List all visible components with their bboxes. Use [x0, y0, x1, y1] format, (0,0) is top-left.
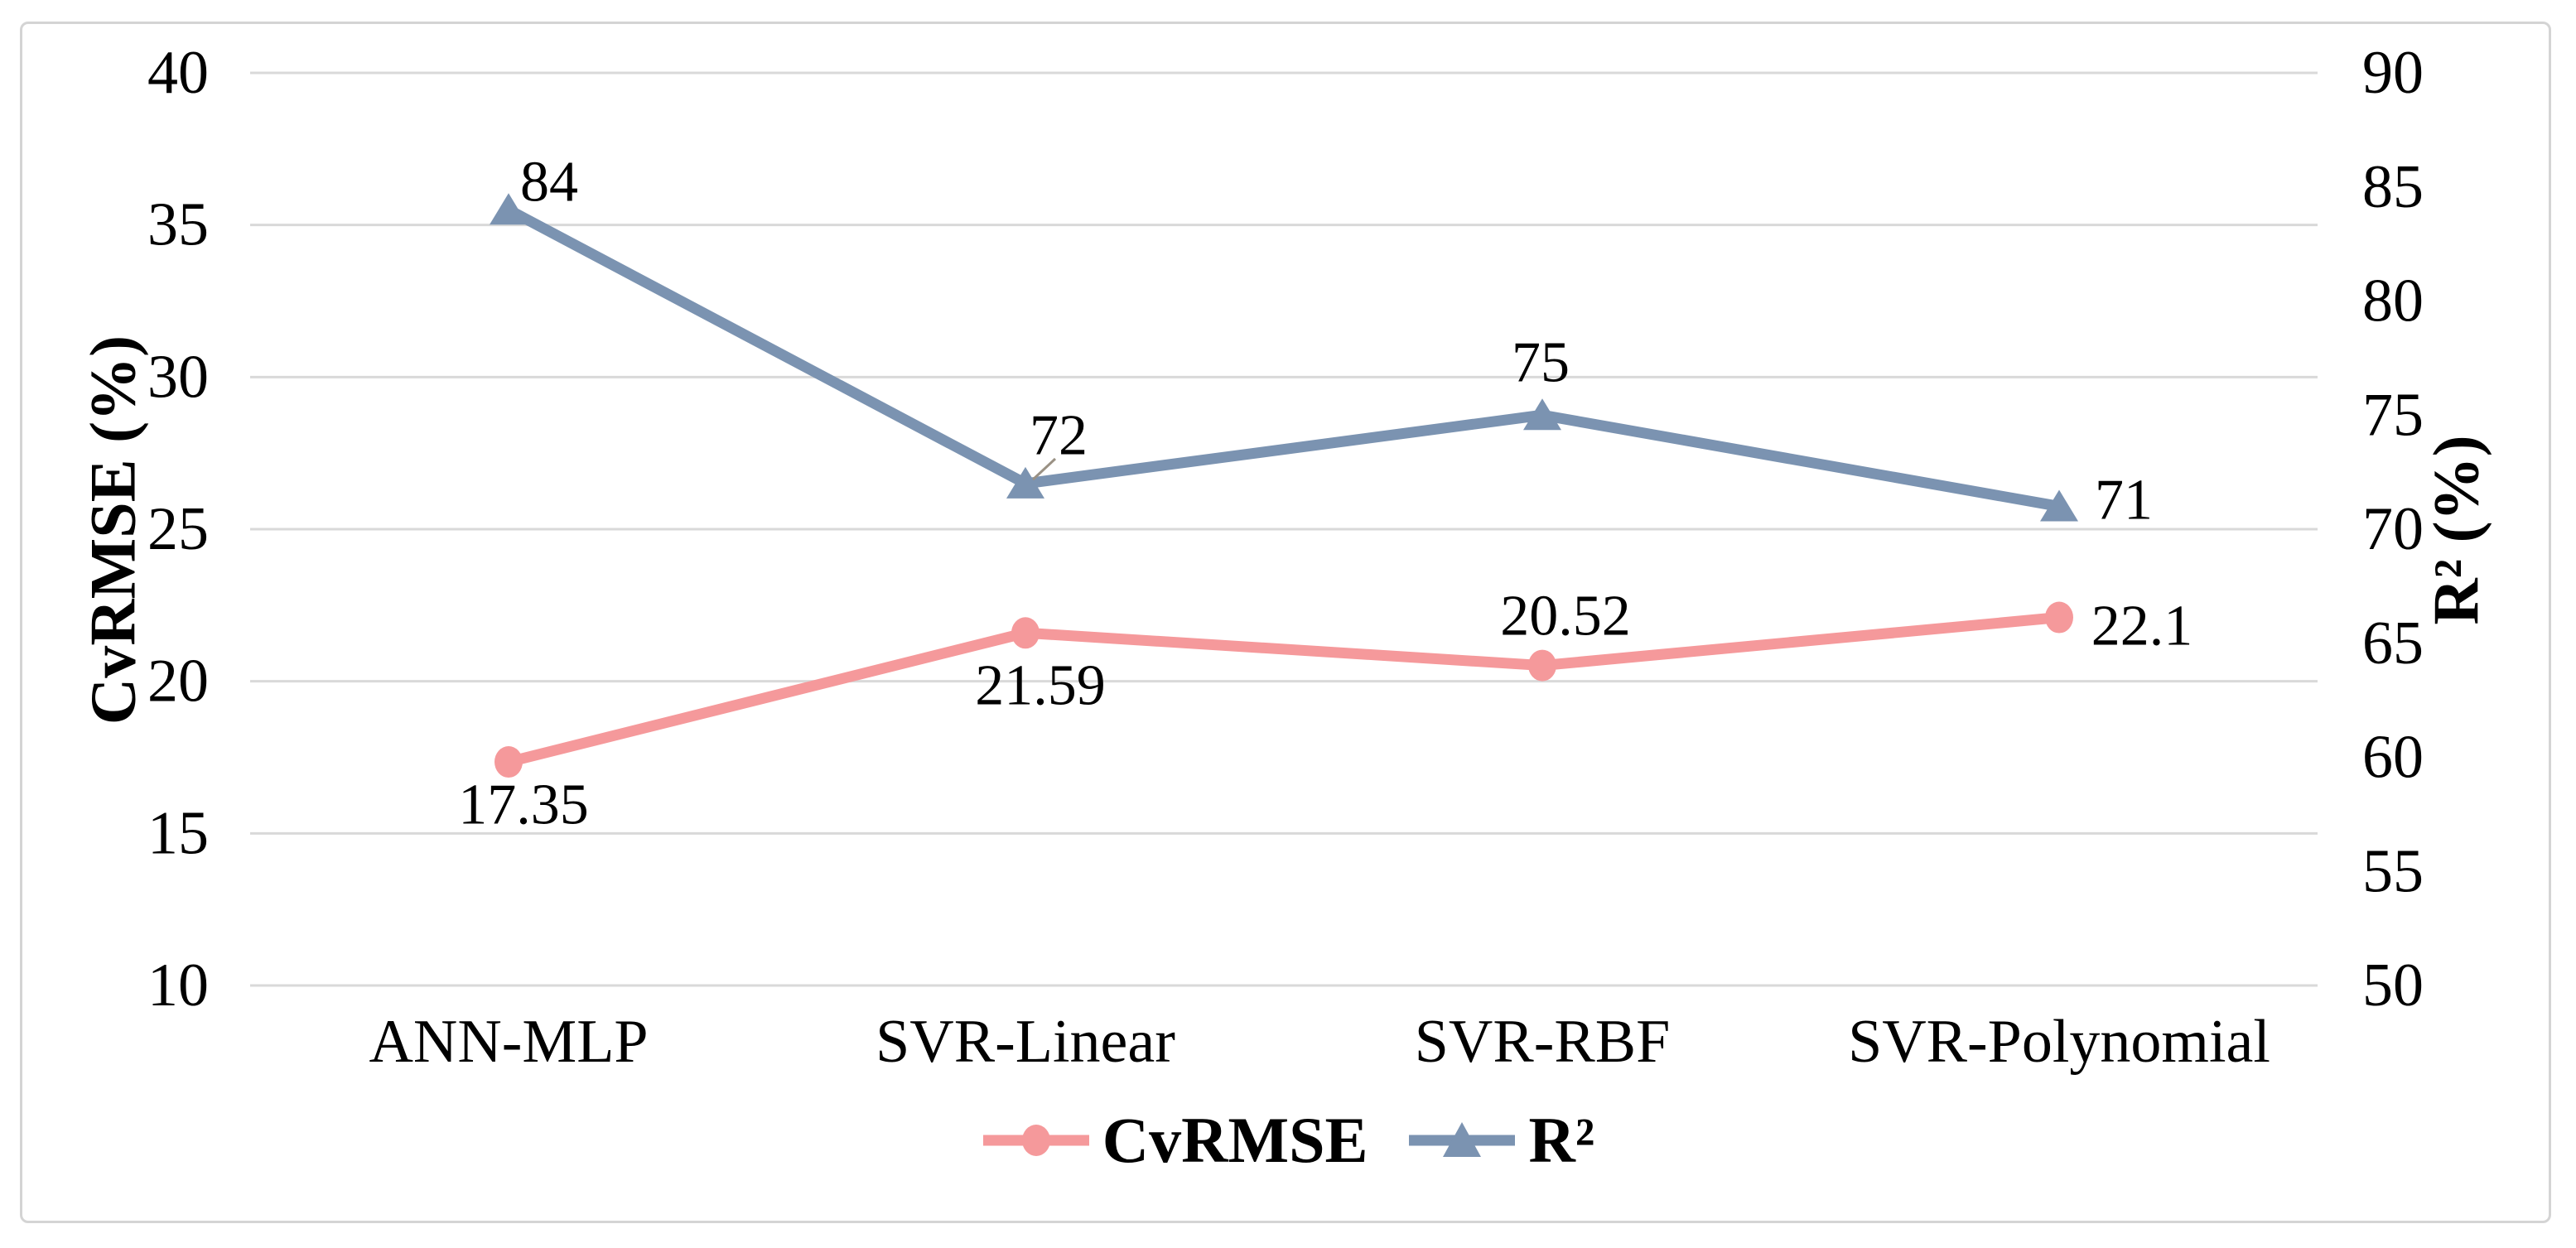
data-label: 20.52	[1500, 585, 1631, 648]
cvrmse-circle-marker	[1528, 649, 1556, 682]
x-category-label: SVR-RBF	[1415, 1008, 1670, 1076]
cvrmse-line-circle-marker-icon	[982, 1125, 1089, 1156]
right-axis-tick-label: 90	[2362, 39, 2424, 107]
data-label: 17.35	[458, 773, 589, 837]
x-category-label: ANN-MLP	[369, 1008, 648, 1076]
left-axis-tick-label: 25	[147, 495, 209, 563]
right-axis-tick-label: 65	[2362, 610, 2424, 677]
r2-triangle-marker	[1523, 398, 1561, 431]
data-label: 21.59	[975, 654, 1106, 718]
legend-item-r2: R²	[1407, 1108, 1594, 1173]
right-axis-tick-label: 75	[2362, 381, 2424, 449]
x-category-label: SVR-Polynomial	[1848, 1008, 2270, 1076]
series-line-r2	[503, 204, 2065, 512]
data-label: 71	[2095, 469, 2153, 532]
data-label-leader-line	[1030, 457, 1057, 482]
right-axis-tick-label: 55	[2362, 837, 2424, 905]
right-axis-title: R² (%)	[2420, 435, 2492, 624]
right-axis-tick-label: 70	[2362, 495, 2424, 563]
left-axis-tick-label: 15	[147, 799, 209, 867]
x-category-label: SVR-Linear	[876, 1008, 1175, 1076]
series-line-cvrmse	[503, 612, 2065, 768]
legend-label-cvrmse: CvRMSE	[1102, 1104, 1368, 1176]
data-label: 84	[520, 151, 578, 214]
data-label: 22.1	[2091, 595, 2193, 658]
r2-triangle-marker	[2040, 489, 2078, 522]
right-axis-tick-label: 85	[2362, 153, 2424, 221]
legend: CvRMSE R²	[0, 1108, 2576, 1173]
cvrmse-circle-marker	[494, 746, 523, 778]
data-label: 75	[1512, 331, 1570, 395]
legend-label-r2: R²	[1528, 1104, 1595, 1176]
right-axis-tick-label: 80	[2362, 267, 2424, 335]
legend-item-cvrmse: CvRMSE	[982, 1108, 1368, 1173]
cvrmse-circle-marker	[1011, 617, 1040, 649]
r2-triangle-marker	[490, 193, 528, 225]
left-axis-tick-label: 10	[147, 952, 209, 1019]
left-axis-tick-label: 40	[147, 39, 209, 107]
data-label: 72	[1030, 404, 1088, 468]
right-axis-tick-label: 50	[2362, 952, 2424, 1019]
left-axis-title: CvRMSE (%)	[77, 335, 149, 725]
left-axis-tick-label: 30	[147, 343, 209, 411]
left-axis-tick-label: 20	[147, 648, 209, 716]
r2-line-triangle-marker-icon	[1409, 1122, 1516, 1157]
right-axis-tick-label: 60	[2362, 724, 2424, 792]
r2-triangle-marker	[1006, 466, 1044, 499]
left-axis-tick-label: 35	[147, 191, 209, 259]
cvrmse-circle-marker	[2045, 601, 2073, 634]
